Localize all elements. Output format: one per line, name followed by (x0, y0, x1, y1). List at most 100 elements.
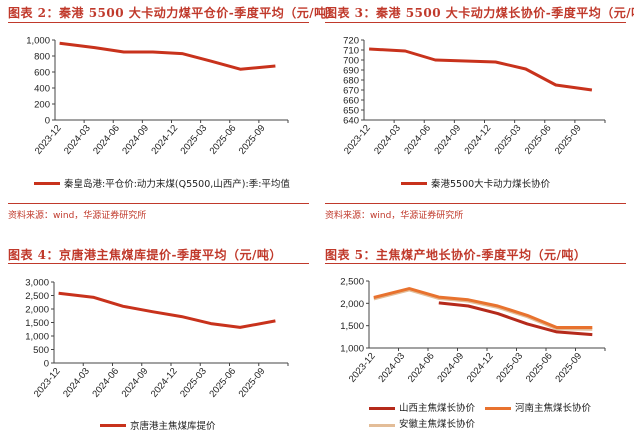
x-tick-label: 2025-06 (523, 123, 554, 157)
x-tick-label: 2024-09 (432, 123, 463, 157)
series-line (59, 41, 276, 71)
y-tick-label: 660 (343, 96, 359, 107)
legend-item: 山西主焦煤长协价 (369, 401, 475, 417)
legend: 秦港5500大卡动力煤长协价 (401, 176, 560, 190)
legend: 山西主焦煤长协价 河南主焦煤长协价安徽主焦煤长协价 (369, 400, 629, 433)
legend-label: 山西主焦煤长协价 (399, 402, 476, 414)
legend-swatch (485, 407, 512, 410)
legend-item: 安徽主焦煤长协价 (369, 417, 475, 433)
y-tick-label: 3,000 (25, 278, 49, 289)
x-tick-label: 2024-06 (402, 123, 433, 157)
x-tick-label: 2024-06 (90, 366, 121, 400)
x-tick-label: 2025-06 (207, 366, 238, 400)
line-chart: 02004006008001,0002023-122024-032024-062… (26, 36, 289, 157)
y-tick-label: 0 (45, 116, 50, 127)
chart-title: 图表 2：秦港 5500 大卡动力煤平仓价-季度平均（元/吨） (8, 6, 340, 20)
legend-swatch (401, 181, 427, 185)
x-tick-label: 2025-03 (493, 123, 524, 157)
series-line (58, 291, 276, 329)
legend-item: 河南主焦煤长协价 (485, 401, 591, 417)
x-tick-label: 2025-09 (237, 366, 268, 400)
source-note: 资料来源：wind，华源证券研究所 (8, 211, 147, 221)
title-divider (325, 22, 626, 23)
y-tick-label: 0 (44, 359, 49, 370)
x-tick-label: 2024-12 (149, 123, 180, 157)
x-tick-label: 2025-03 (178, 123, 209, 157)
y-tick-label: 2,500 (25, 291, 49, 302)
y-tick-label: 2,000 (340, 299, 364, 310)
legend-item: 京唐港主焦煤库提价 (100, 418, 216, 432)
x-tick-label: 2024-03 (62, 123, 93, 157)
chart-panel-2: 图表 2：秦港 5500 大卡动力煤平仓价-季度平均（元/吨） 0 200 400 6… (0, 0, 339, 221)
x-tick-label: 2025-09 (237, 123, 268, 157)
legend-label: 河南主焦煤长协价 (515, 402, 592, 414)
source-divider (8, 203, 309, 204)
x-tick-label: 2023-12 (347, 351, 378, 385)
x-tick-label: 2025-03 (494, 351, 525, 385)
y-tick-label: 1,500 (25, 318, 49, 329)
x-tick-label: 2024-06 (91, 123, 122, 157)
x-tick-label: 2025-06 (524, 351, 555, 385)
chart-panel-4: 图表 4：京唐港主焦煤库提价-季度平均（元/吨） 0 500 1,000 1,500 2… (0, 218, 317, 436)
y-tick-label: 690 (343, 66, 359, 77)
x-tick-label: 2024-09 (120, 366, 151, 400)
y-tick-label: 2,000 (25, 305, 49, 316)
legend-item: 秦皇岛港:平仓价:动力末煤(Q5500,山西产):季:平均值 (34, 176, 290, 190)
x-tick-label: 2024-12 (462, 123, 493, 157)
x-tick-label: 2025-03 (178, 366, 209, 400)
title-divider (8, 263, 309, 264)
x-tick-label: 2023-12 (32, 366, 63, 400)
legend-label: 京唐港主焦煤库提价 (130, 421, 216, 432)
y-tick-label: 640 (343, 116, 359, 127)
legend-label: 安徽主焦煤长协价 (399, 419, 476, 430)
x-tick-label: 2024-09 (120, 123, 151, 157)
title-divider (8, 22, 309, 23)
legend-swatch (369, 407, 395, 410)
y-tick-label: 670 (343, 86, 359, 97)
chart-panel-5: 图表 5：主焦煤产地长协价-季度平均（元/吨） 1,000 1,500 2,000 2… (317, 218, 634, 436)
y-tick-label: 500 (33, 345, 49, 356)
y-tick-label: 200 (34, 100, 50, 111)
legend-swatch (100, 423, 126, 427)
line-chart: 05001,0001,5002,0002,5003,0002023-122024… (25, 278, 289, 400)
series-line (369, 47, 593, 92)
x-tick-label: 2023-12 (342, 123, 373, 157)
chart-title: 图表 5：主焦煤产地长协价-季度平均（元/吨） (325, 248, 587, 262)
x-tick-label: 2024-06 (406, 351, 437, 385)
y-tick-label: 600 (34, 68, 50, 79)
legend-swatch (369, 423, 395, 427)
legend-swatch (34, 181, 60, 185)
legend: 秦皇岛港:平仓价:动力末煤(Q5500,山西产):季:平均值 (34, 176, 300, 190)
legend-item: 秦港5500大卡动力煤长协价 (401, 176, 550, 190)
y-tick-label: 2,500 (340, 277, 364, 288)
x-tick-label: 2025-06 (208, 123, 239, 157)
line-chart: 1,0001,5002,0002,5002023-122024-032024-0… (340, 277, 606, 385)
source-divider (325, 203, 626, 204)
x-tick-label: 2024-03 (372, 123, 403, 157)
y-tick-label: 1,000 (25, 332, 49, 343)
series-line (373, 287, 593, 329)
y-tick-label: 400 (34, 84, 50, 95)
x-tick-label: 2024-03 (61, 366, 92, 400)
chart-panel-3: 图表 3：秦港 5500 大卡动力煤长协价-季度平均（元/吨） 640 650 66… (317, 0, 634, 221)
y-tick-label: 800 (34, 52, 50, 63)
title-divider (325, 263, 626, 264)
y-tick-label: 710 (343, 46, 359, 57)
y-tick-label: 1,500 (340, 321, 364, 332)
legend-label: 秦港5500大卡动力煤长协价 (431, 179, 551, 190)
series-line (438, 301, 593, 337)
legend-label: 秦皇岛港:平仓价:动力末煤(Q5500,山西产):季:平均值 (64, 179, 290, 190)
x-tick-label: 2025-09 (553, 123, 584, 157)
y-tick-label: 680 (343, 76, 359, 87)
y-tick-label: 650 (343, 106, 359, 117)
y-tick-label: 1,000 (340, 344, 364, 355)
y-tick-label: 700 (343, 56, 359, 67)
legend: 京唐港主焦煤库提价 (100, 418, 226, 432)
y-tick-label: 1,000 (26, 36, 50, 47)
source-note: 资料来源：wind，华源证券研究所 (325, 211, 464, 221)
chart-title: 图表 4：京唐港主焦煤库提价-季度平均（元/吨） (8, 248, 282, 262)
x-tick-label: 2025-09 (553, 351, 584, 385)
x-tick-label: 2024-12 (149, 366, 180, 400)
x-tick-label: 2023-12 (33, 123, 64, 157)
